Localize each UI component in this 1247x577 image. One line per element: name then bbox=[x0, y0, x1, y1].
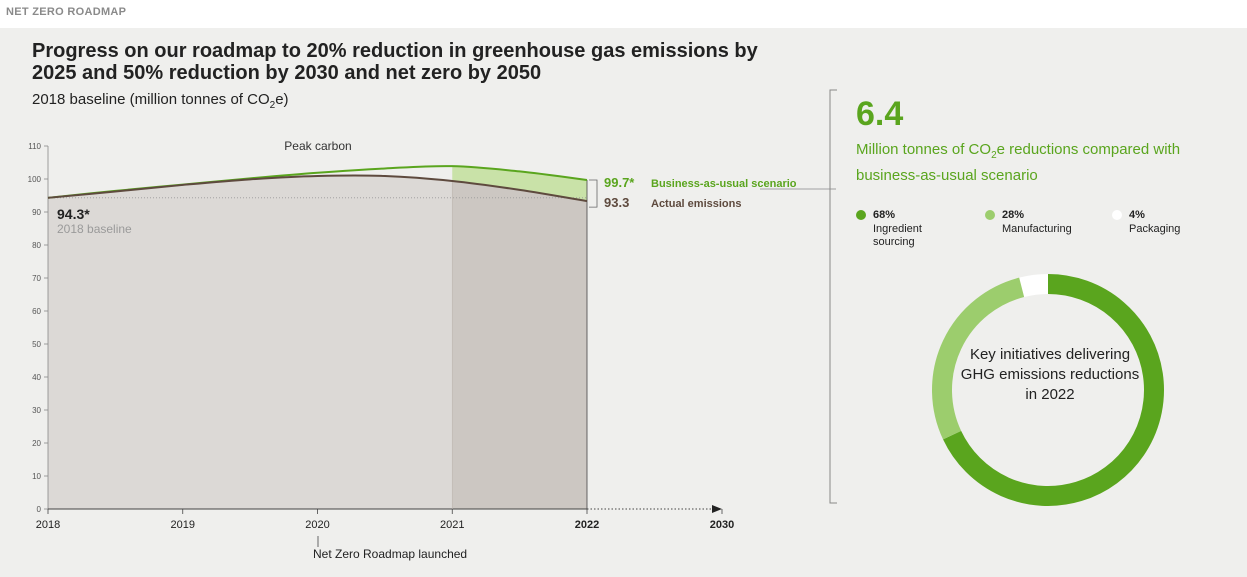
donut-segment-packaging bbox=[1019, 274, 1049, 298]
legend-dot-packaging bbox=[1112, 210, 1122, 220]
roadmap-period-area bbox=[452, 180, 587, 510]
y-tick-label: 20 bbox=[32, 439, 41, 448]
reduction-caption: Million tonnes of CO2e reductions compar… bbox=[856, 140, 1236, 186]
legend-pct-manufacturing: 28% bbox=[1002, 209, 1025, 221]
reduction-value: 6.4 bbox=[856, 95, 904, 133]
chart-title: Progress on our roadmap to 20% reduction… bbox=[32, 40, 758, 84]
chart-subtitle: 2018 baseline (million tonnes of CO2e) bbox=[32, 91, 289, 111]
caption-subscript: 2 bbox=[991, 150, 997, 161]
legend-pct-ingredient: 68% bbox=[873, 209, 896, 221]
actual-value: 93.3 bbox=[604, 195, 629, 210]
baseline-label: 2018 baseline bbox=[57, 222, 132, 236]
x-axis-arrow bbox=[712, 505, 722, 513]
x-tick-label: 2018 bbox=[36, 519, 60, 531]
donut-segment-manufacturing bbox=[932, 277, 1025, 440]
x-tick-label: 2020 bbox=[305, 519, 329, 531]
bau-gap-area bbox=[452, 166, 587, 202]
launch-label: Net Zero Roadmap launched bbox=[313, 547, 467, 561]
x-tick-label: 2021 bbox=[440, 519, 464, 531]
donut-segment-ingredient bbox=[943, 274, 1164, 506]
legend-dot-manufacturing bbox=[985, 210, 995, 220]
actual-line bbox=[47, 174, 588, 203]
x-tick-label: 2030 bbox=[710, 519, 734, 531]
y-tick-label: 70 bbox=[32, 274, 41, 283]
y-tick-label: 40 bbox=[32, 373, 41, 382]
legend-pct-packaging: 4% bbox=[1129, 209, 1145, 221]
y-tick-label: 60 bbox=[32, 307, 41, 316]
caption-suffix: e reductions compared with business-as-u… bbox=[856, 141, 1181, 184]
y-tick-label: 110 bbox=[28, 142, 41, 151]
y-tick-label: 80 bbox=[32, 241, 41, 250]
baseline-value: 94.3* bbox=[57, 206, 90, 222]
subtitle-suffix: e) bbox=[275, 91, 289, 108]
legend-dot-ingredient bbox=[856, 210, 866, 220]
result-bracket bbox=[589, 179, 598, 208]
y-tick-label: 0 bbox=[37, 505, 42, 514]
x-tick-label: 2022 bbox=[575, 519, 599, 531]
legend-label-packaging: Packaging bbox=[1129, 223, 1181, 235]
section-label: NET ZERO ROADMAP bbox=[6, 6, 127, 18]
section-bracket bbox=[829, 89, 837, 504]
y-tick-label: 90 bbox=[32, 208, 41, 217]
y-tick-label: 100 bbox=[28, 175, 42, 184]
y-tick-label: 50 bbox=[32, 340, 41, 349]
caption-prefix: Million tonnes of CO bbox=[856, 141, 992, 158]
legend-label-ingredient: Ingredient sourcing bbox=[873, 223, 922, 248]
subtitle-subscript: 2 bbox=[269, 100, 276, 111]
subtitle-prefix: 2018 baseline (million tonnes of CO bbox=[32, 91, 270, 108]
actual-label: Actual emissions bbox=[651, 198, 741, 210]
donut-center-text: Key initiatives delivering GHG emissions… bbox=[960, 346, 1140, 403]
peak-carbon-label: Peak carbon bbox=[284, 139, 351, 153]
x-tick-label: 2019 bbox=[171, 519, 195, 531]
y-tick-label: 30 bbox=[32, 406, 41, 415]
bau-value: 99.7* bbox=[604, 175, 635, 190]
legend-label-manufacturing: Manufacturing bbox=[1002, 223, 1072, 235]
y-tick-label: 10 bbox=[32, 472, 41, 481]
bau-label: Business-as-usual scenario bbox=[651, 178, 797, 190]
